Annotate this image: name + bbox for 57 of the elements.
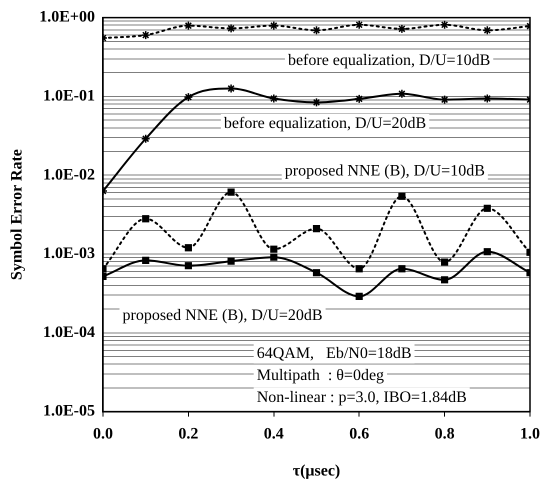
y-tick-label: 1.0E-04 xyxy=(42,324,95,341)
point xyxy=(354,20,364,30)
y-axis-title: Symbol Error Rate xyxy=(8,149,26,280)
point xyxy=(269,94,279,104)
point xyxy=(270,246,278,253)
y-tick-label: 1.0E-02 xyxy=(42,166,95,184)
x-tick-label: 0.4 xyxy=(264,425,284,442)
point xyxy=(184,92,194,102)
point xyxy=(440,20,450,30)
point xyxy=(226,84,236,94)
point xyxy=(482,94,492,104)
point xyxy=(441,258,448,266)
point xyxy=(270,254,278,261)
point xyxy=(397,24,407,34)
x-tick-label: 0.2 xyxy=(178,425,198,442)
point xyxy=(398,192,406,200)
point xyxy=(142,215,150,222)
point xyxy=(226,24,236,34)
point xyxy=(184,262,192,270)
y-tick-label: 1.0E-05 xyxy=(42,402,95,420)
point xyxy=(312,269,320,276)
series-label: before equalization, D/U=10dB xyxy=(288,52,490,70)
point xyxy=(441,276,448,284)
point xyxy=(312,225,320,232)
point xyxy=(397,89,407,99)
point xyxy=(484,248,491,256)
point xyxy=(140,30,150,40)
x-tick-label: 1.0 xyxy=(520,425,540,442)
x-tick-label: 0.8 xyxy=(434,425,455,442)
point xyxy=(484,204,491,212)
point xyxy=(228,188,235,196)
point xyxy=(312,26,322,36)
point xyxy=(269,20,279,30)
point xyxy=(142,256,150,264)
point xyxy=(356,265,363,272)
point xyxy=(398,265,406,272)
point xyxy=(184,244,192,252)
series-label: before equalization, D/U=20dB xyxy=(224,115,426,132)
point xyxy=(356,292,363,300)
series-label: proposed NNE (B), D/U=20dB xyxy=(122,307,323,324)
point xyxy=(312,98,322,108)
annotation: Multipath : θ=0deg xyxy=(256,366,384,384)
x-axis-title: τ(μsec) xyxy=(292,462,340,480)
annotation: 64QAM, Eb/N0=18dB xyxy=(256,344,412,362)
point xyxy=(184,20,194,30)
point xyxy=(228,258,235,265)
point xyxy=(140,134,150,144)
y-tick-label: 1.0E-01 xyxy=(42,88,95,105)
series-label: proposed NNE (B), D/U=10dB xyxy=(284,162,485,180)
y-tick-label: 1.0E-03 xyxy=(42,245,95,262)
x-tick-label: 0.0 xyxy=(92,425,113,442)
point xyxy=(354,94,364,104)
x-tick-label: 0.6 xyxy=(349,425,370,442)
annotation: Non-linear : p=3.0, IBO=1.84dB xyxy=(256,388,467,406)
point xyxy=(440,94,450,104)
y-tick-label: 1.0E+00 xyxy=(39,8,95,26)
point xyxy=(482,26,492,36)
